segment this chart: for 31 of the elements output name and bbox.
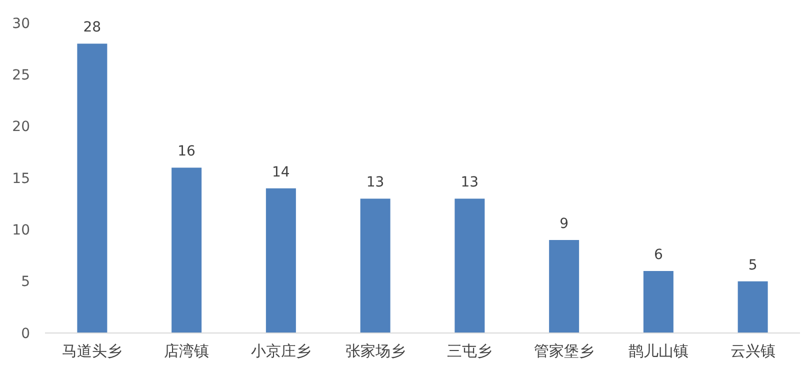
data-label: 6 (654, 247, 663, 263)
bar (172, 168, 202, 333)
y-tick-label: 15 (12, 170, 30, 187)
bar (643, 271, 674, 333)
bar (738, 281, 768, 333)
y-tick-label: 0 (21, 326, 30, 342)
data-label: 14 (272, 164, 290, 180)
data-label: 16 (178, 144, 196, 160)
x-tick-label: 马道头乡 (62, 342, 122, 360)
y-tick-label: 5 (21, 274, 30, 290)
y-tick-label: 30 (12, 16, 30, 32)
x-tick-label: 管家堡乡 (534, 342, 594, 360)
bar (77, 44, 108, 333)
x-tick-label: 张家场乡 (345, 342, 406, 360)
data-label: 28 (83, 20, 102, 36)
bar (549, 240, 580, 333)
bar (266, 188, 296, 333)
y-tick-label: 20 (12, 119, 30, 136)
x-tick-label: 云兴镇 (730, 342, 776, 360)
data-label: 5 (748, 257, 758, 274)
y-tick-label: 10 (12, 222, 30, 239)
x-tick-label: 三屯乡 (447, 342, 492, 360)
bar (454, 198, 485, 333)
x-tick-label: 店湾镇 (164, 342, 210, 360)
x-tick-label: 小京庄乡 (250, 342, 311, 360)
bar (360, 198, 390, 333)
data-label: 13 (460, 174, 479, 191)
x-tick-label: 鹊儿山镇 (628, 342, 688, 360)
y-tick-label: 25 (12, 68, 30, 84)
data-label: 13 (366, 174, 384, 191)
data-label: 9 (560, 216, 569, 232)
